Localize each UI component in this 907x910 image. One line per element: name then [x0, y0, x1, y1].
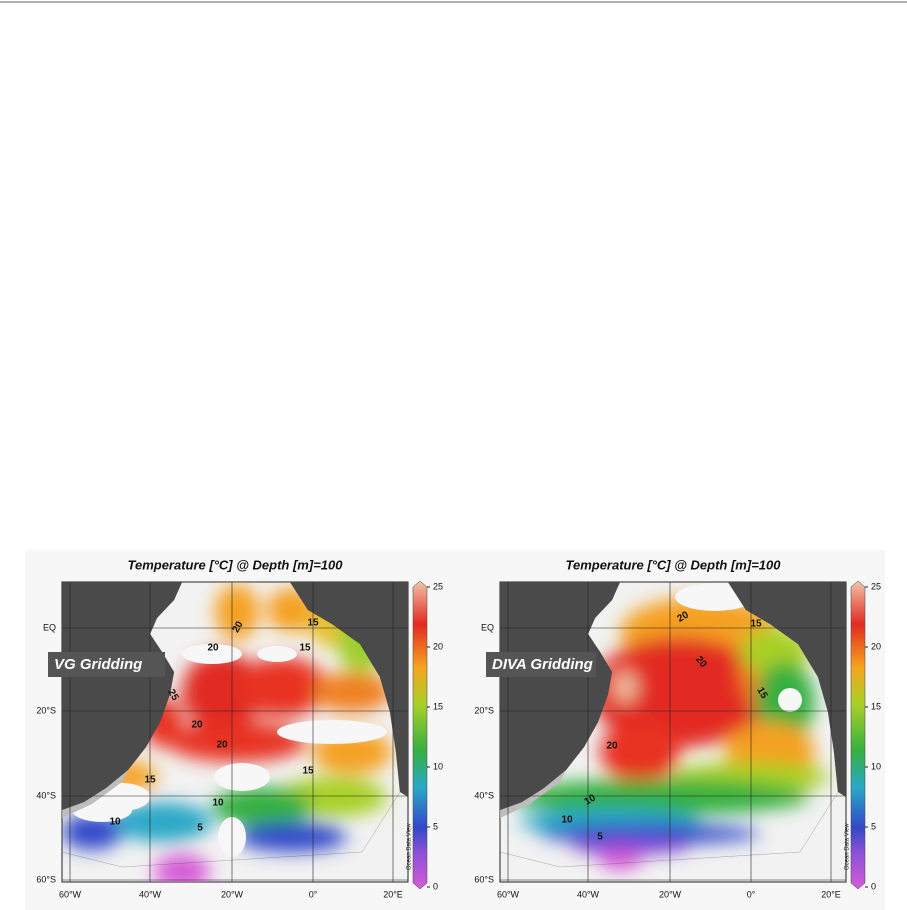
lat-label: 20°S: [474, 705, 494, 715]
contour-label: 20: [191, 720, 203, 731]
contour-label: 20: [207, 643, 219, 654]
field-blob: [237, 822, 347, 852]
lon-label: 20°W: [659, 889, 682, 899]
map-panel: [499, 581, 847, 883]
lon-label: 0°: [309, 889, 318, 899]
contour-label: 5: [597, 832, 603, 843]
contour-label: 10: [583, 792, 599, 807]
map-panel: [61, 581, 409, 883]
field-blob: [154, 854, 210, 882]
lat-label: EQ: [43, 622, 56, 632]
watermark: Ocean Data View: [845, 823, 851, 870]
lon-label: 60°W: [497, 889, 520, 899]
lat-label: 60°S: [36, 874, 56, 884]
lat-label: 20°S: [36, 705, 56, 715]
field-blob: [182, 652, 262, 732]
field-blob: [600, 722, 680, 782]
data-field: [62, 582, 408, 882]
panel-label: VG Gridding: [54, 656, 142, 673]
lon-label: 40°W: [577, 889, 600, 899]
contour-label: 15: [299, 643, 311, 654]
shelf: [500, 770, 566, 818]
field-blob: [570, 839, 690, 855]
contour-label: 15: [307, 618, 319, 629]
lon-label: 20°E: [821, 889, 841, 899]
watermark: Ocean Data View: [407, 823, 413, 870]
colorbar-tick-label: 20: [871, 641, 881, 651]
colorbar: [850, 580, 866, 890]
field-blob: [112, 802, 212, 842]
field-blob: [237, 657, 327, 717]
land-south-america: [500, 582, 620, 810]
lon-label: 0°: [747, 889, 756, 899]
field-blob: [613, 671, 637, 703]
colorbar-tick-label: 0: [433, 881, 438, 891]
field-blob: [167, 722, 307, 762]
shelf: [62, 770, 128, 818]
panel-label-box: [486, 652, 596, 677]
panel-label: DIVA Gridding: [492, 656, 593, 673]
ocean-outline: [499, 581, 839, 868]
panel-label-box: [48, 652, 165, 677]
field-blob: [215, 584, 259, 640]
colorbar-tick-label: 5: [433, 821, 438, 831]
land-south-america: [62, 582, 182, 810]
data-gap: [277, 720, 387, 744]
land-africa: [728, 582, 846, 797]
contour-label: 10: [109, 817, 121, 828]
contour-label: 20: [606, 741, 618, 752]
contour-label: 20: [676, 609, 692, 624]
data-gap: [778, 688, 802, 712]
field-blob: [212, 787, 312, 827]
contour-label: 15: [754, 686, 769, 702]
lat-label: 60°S: [474, 874, 494, 884]
data-field: [500, 582, 846, 870]
colorbar-tick-label: 25: [433, 581, 443, 591]
contour-label: 20: [231, 619, 246, 635]
data-gap: [182, 644, 242, 664]
colorbar-tick-label: 10: [871, 761, 881, 771]
data-gap: [214, 763, 270, 791]
contour-label: 20: [216, 740, 228, 751]
field-blobs: [510, 597, 830, 870]
lat-label: EQ: [481, 622, 494, 632]
lon-label: 20°W: [221, 889, 244, 899]
contour-label: 15: [750, 619, 762, 630]
field-blob: [62, 814, 122, 850]
contour-label: 15: [302, 766, 314, 777]
colorbar-tick-label: 5: [871, 821, 876, 831]
contour-label: 10: [561, 815, 573, 826]
lon-label: 60°W: [59, 889, 82, 899]
colorbar-tick-label: 25: [871, 581, 881, 591]
colorbar-tick-label: 10: [433, 761, 443, 771]
field-blob: [590, 637, 770, 747]
colorbar-tick-label: 15: [433, 701, 443, 711]
lon-label: 20°E: [383, 889, 403, 899]
colorbar-tick-label: 0: [871, 881, 876, 891]
colorbar-tick-label: 15: [871, 701, 881, 711]
contour-label: 5: [197, 823, 203, 834]
field-blob: [312, 672, 392, 712]
field-blob: [540, 824, 760, 844]
contour-label: 25: [165, 688, 180, 704]
data-gap: [257, 646, 297, 662]
colorbar-tick-label: 20: [433, 641, 443, 651]
land-africa: [290, 582, 408, 797]
lat-label: 40°S: [36, 790, 56, 800]
field-blob: [598, 850, 642, 870]
contour-label: 10: [212, 798, 224, 809]
colorbar: [412, 580, 428, 890]
lat-label: 40°S: [474, 790, 494, 800]
contour-label: 15: [144, 775, 156, 786]
panel-title: Temperature [°C] @ Depth [m]=100: [128, 557, 344, 572]
field-blob: [510, 779, 810, 815]
lon-label: 40°W: [139, 889, 162, 899]
panel-title: Temperature [°C] @ Depth [m]=100: [566, 557, 782, 572]
